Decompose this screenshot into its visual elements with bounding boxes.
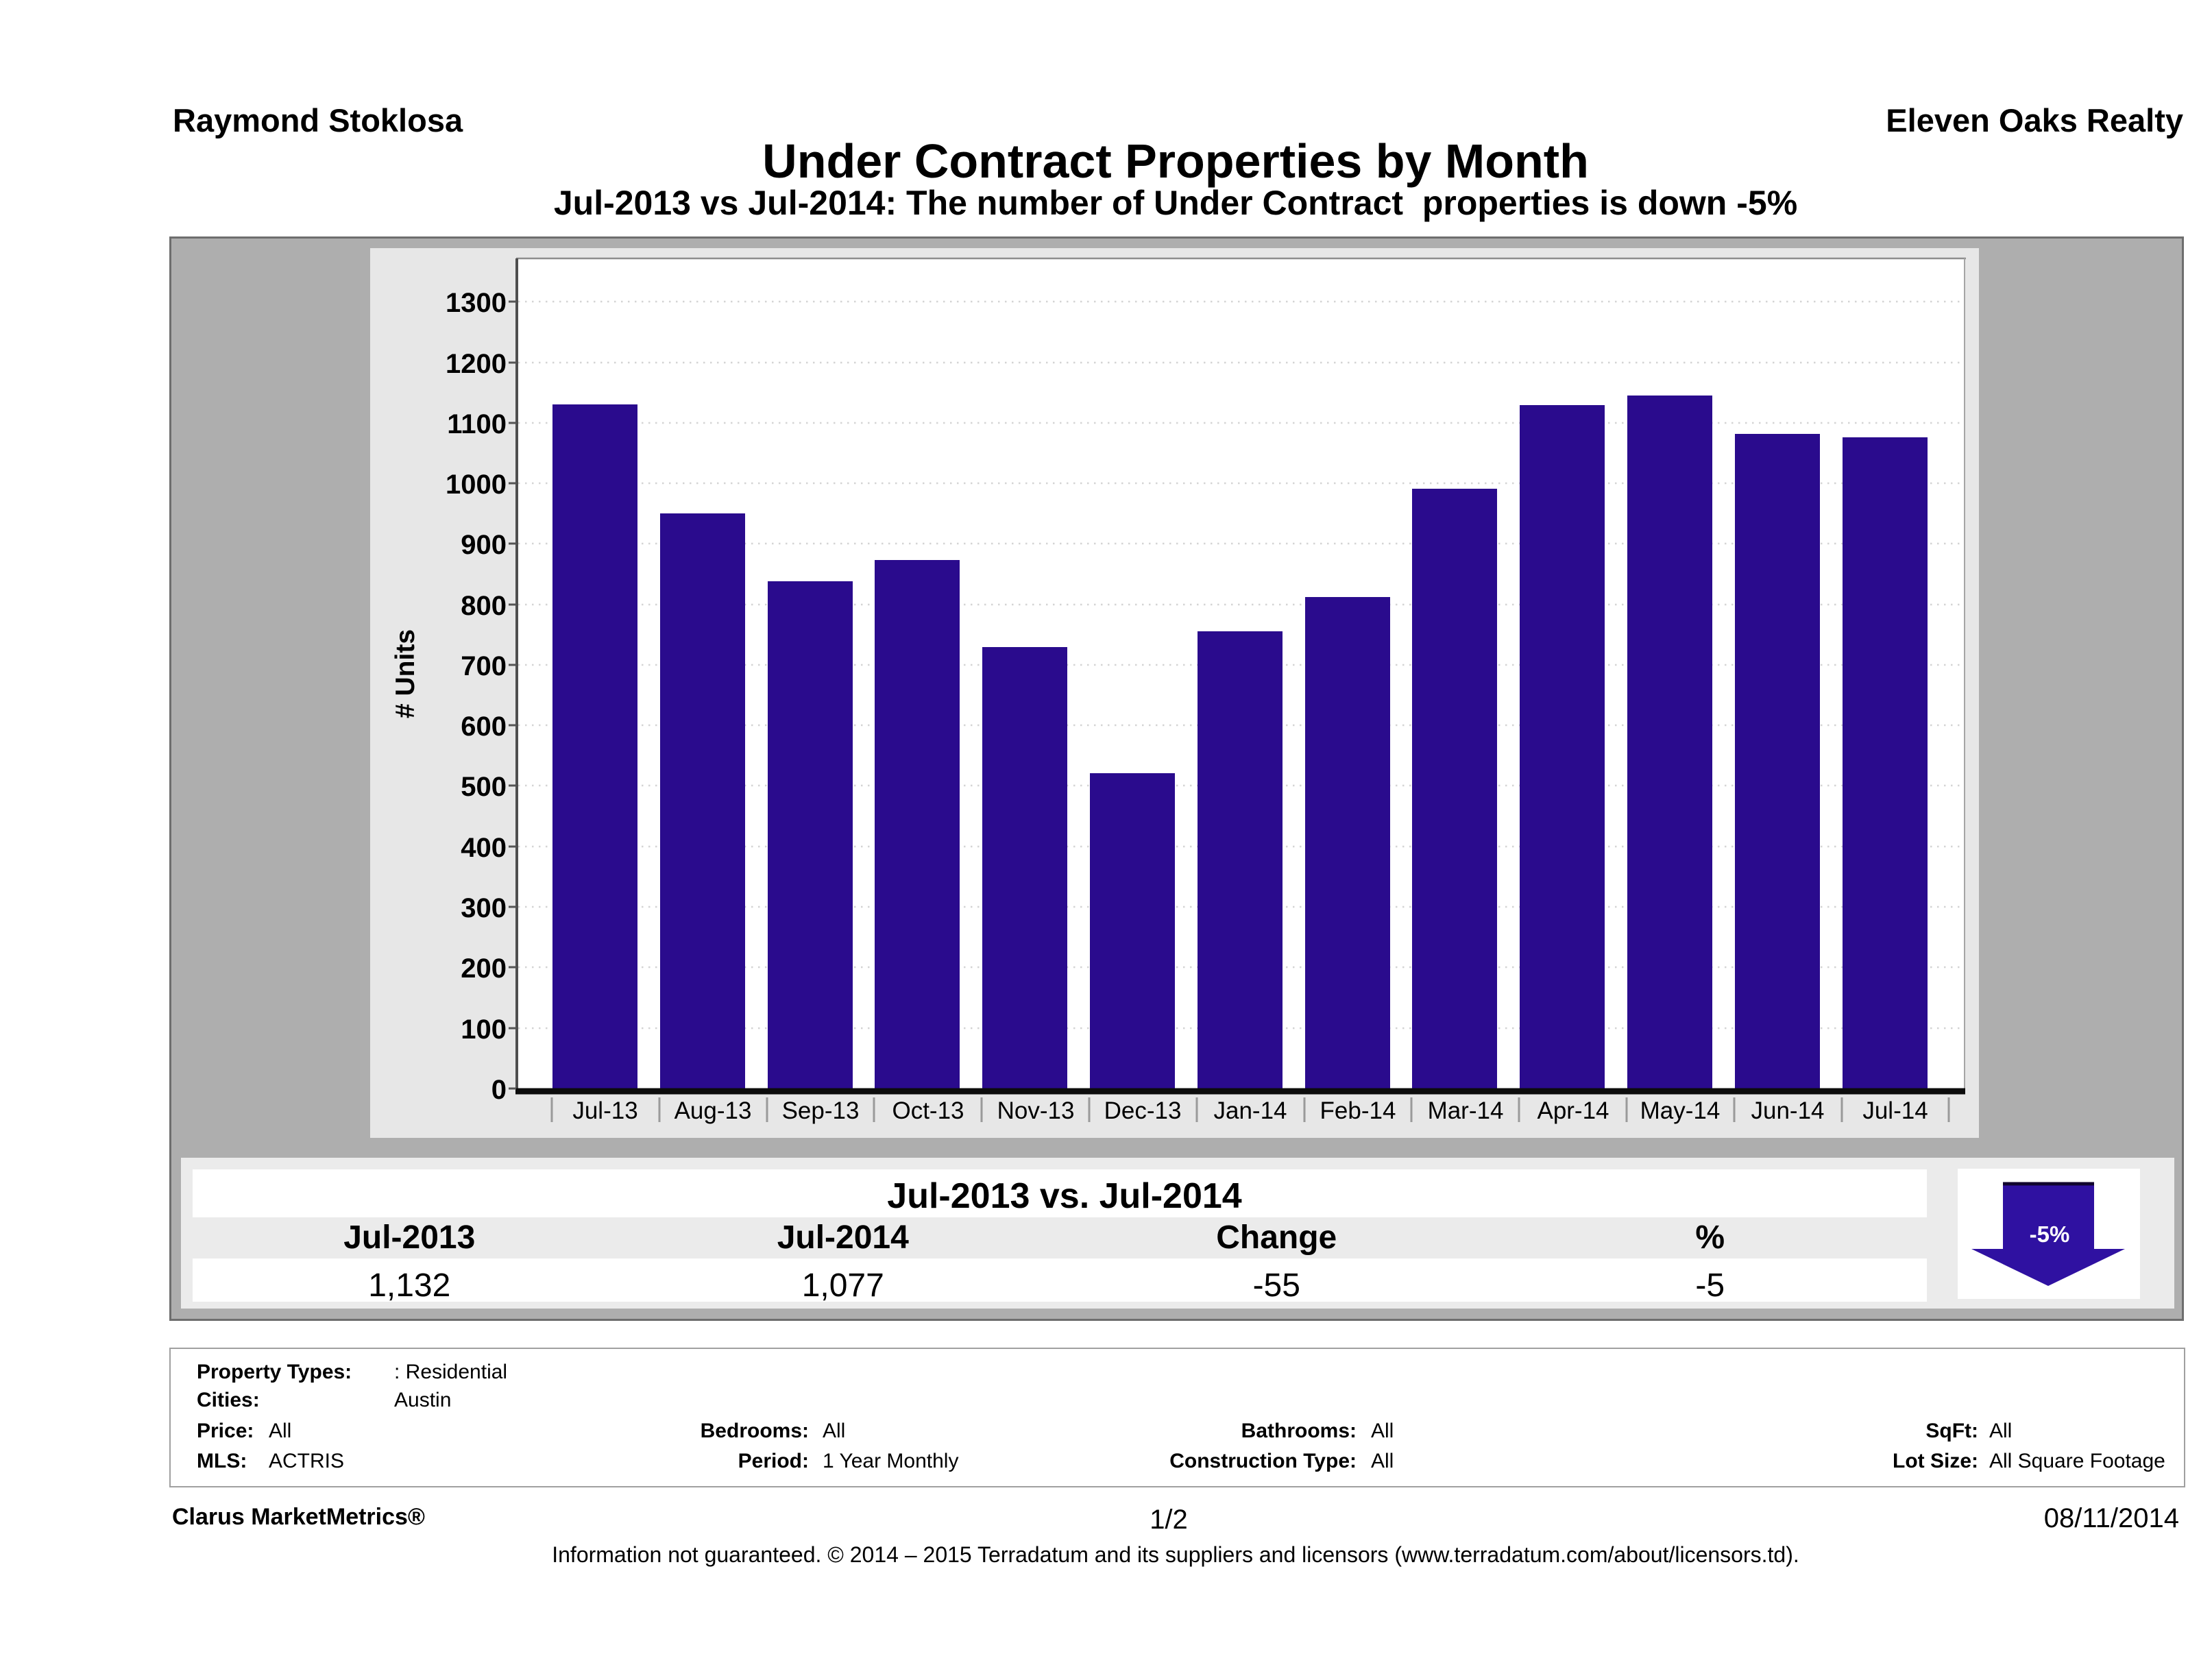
svg-text:Jul-13: Jul-13	[572, 1097, 637, 1124]
svg-text:300: 300	[461, 893, 507, 923]
svg-text:Jan-14: Jan-14	[1213, 1097, 1287, 1124]
svg-text:700: 700	[461, 651, 507, 681]
svg-text:1300: 1300	[446, 288, 507, 318]
svg-text:200: 200	[461, 953, 507, 984]
svg-text:0: 0	[491, 1075, 507, 1105]
svg-text:800: 800	[461, 591, 507, 621]
svg-text:Oct-13: Oct-13	[892, 1097, 964, 1124]
svg-text:600: 600	[461, 712, 507, 742]
svg-text:Sep-13: Sep-13	[782, 1097, 860, 1124]
svg-text:Dec-13: Dec-13	[1104, 1097, 1182, 1124]
svg-text:May-14: May-14	[1640, 1097, 1721, 1124]
svg-text:Jun-14: Jun-14	[1751, 1097, 1824, 1124]
svg-text:1000: 1000	[446, 470, 507, 500]
svg-text:100: 100	[461, 1014, 507, 1045]
svg-text:Aug-13: Aug-13	[674, 1097, 752, 1124]
svg-text:1200: 1200	[446, 349, 507, 379]
svg-text:Feb-14: Feb-14	[1320, 1097, 1396, 1124]
svg-text:Mar-14: Mar-14	[1428, 1097, 1504, 1124]
svg-text:Nov-13: Nov-13	[997, 1097, 1075, 1124]
svg-text:Apr-14: Apr-14	[1537, 1097, 1609, 1124]
svg-text:900: 900	[461, 530, 507, 560]
svg-text:400: 400	[461, 833, 507, 863]
svg-text:# Units: # Units	[391, 629, 420, 718]
svg-text:-5%: -5%	[2030, 1221, 2070, 1247]
svg-text:500: 500	[461, 772, 507, 802]
svg-text:Jul-14: Jul-14	[1862, 1097, 1928, 1124]
svg-text:1100: 1100	[447, 409, 507, 439]
